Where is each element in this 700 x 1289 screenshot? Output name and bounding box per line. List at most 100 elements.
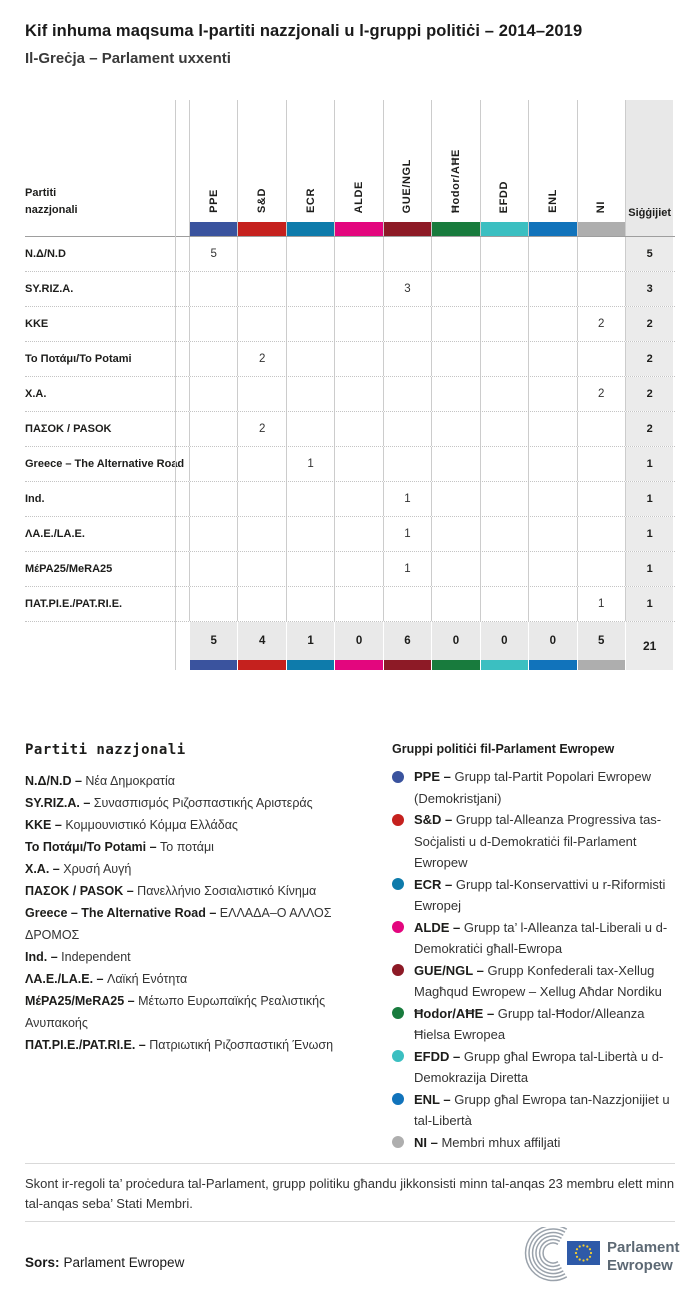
party-legend-item: Το Ποτάμι/To Potami – Το ποτάμι	[25, 836, 365, 858]
table-row: SY.RIZ.A. 3 3	[25, 272, 675, 307]
group-desc-text: Membri mhux affiljati	[441, 1134, 561, 1150]
seat-count-cell	[285, 552, 334, 586]
party-legend-item: Ν.Δ/N.D – Νέα Δημοκρατία	[25, 770, 365, 792]
seat-count-cell	[382, 237, 431, 271]
seat-count-cell	[431, 412, 479, 446]
seat-count-cell: 1	[285, 447, 334, 481]
group-header-cell: GUE/NGL	[382, 100, 432, 236]
party-full-name: Χρυσή Αυγή	[63, 862, 132, 876]
group-color-dot	[392, 1007, 404, 1019]
seat-count-cell	[576, 447, 625, 481]
seat-count-cell	[285, 307, 334, 341]
seat-count-cell	[189, 307, 237, 341]
party-name-cell: ΛΑ.Ε./LA.E.	[25, 528, 85, 540]
group-desc-text: Grupp għal Ewropa tal-Libertà u d-Demokr…	[414, 1048, 664, 1086]
seat-count-cell: 1	[576, 587, 625, 621]
row-total-cell: 1	[624, 517, 674, 551]
seat-count-cell	[431, 517, 479, 551]
table-row: Greece – The Alternative Road 1 1	[25, 447, 675, 482]
group-code: ALDE –	[414, 919, 461, 935]
seat-count-cell	[285, 237, 334, 271]
party-name-cell: ΜέΡΑ25/MeRA25	[25, 563, 113, 575]
group-header-cell: S&D	[237, 100, 286, 236]
group-total-value: 4	[238, 622, 286, 660]
seat-count-cell	[189, 342, 237, 376]
group-color-bar	[577, 660, 625, 670]
seat-count-cell	[285, 482, 334, 516]
seat-count-cell	[285, 587, 334, 621]
table-row: ΛΑ.Ε./LA.E. 1 1	[25, 517, 675, 552]
seat-count-cell	[479, 412, 528, 446]
seat-count-cell: 1	[382, 552, 431, 586]
group-legend-item: EFDD – Grupp għal Ewropa tal-Libertà u d…	[392, 1046, 680, 1089]
party-abbr: Το Ποτάμι/To Potami –	[25, 840, 157, 854]
group-header-cell: PPE	[189, 100, 238, 236]
group-code: ECR –	[414, 876, 453, 892]
party-full-name: Κομμουνιστικό Κόμμα Ελλάδας	[65, 818, 238, 832]
group-color-bar	[335, 660, 383, 670]
european-parliament-logo: Parlament Ewropew	[523, 1224, 683, 1283]
seat-count-cell	[528, 377, 576, 411]
row-total-cell: 1	[624, 587, 674, 621]
groups-legend-heading: Gruppi politiċi fil-Parlament Ewropew	[392, 742, 615, 756]
group-total-cell: 0	[431, 622, 480, 670]
group-legend-item: ECR – Grupp tal-Konservattivi u r-Riform…	[392, 874, 680, 917]
group-code: S&D –	[414, 812, 453, 827]
group-color-bar	[383, 222, 432, 236]
logo-text-line1: Parlament	[607, 1239, 680, 1256]
table-body: Ν.Δ/N.D 5 5 SY.RIZ.A. 3 3 ΚΚΕ 2 2 Το Ποτάμι/To Po…	[25, 237, 675, 622]
party-name-cell: SY.RIZ.A.	[25, 283, 74, 295]
seat-count-cell	[576, 412, 625, 446]
political-groups-legend: Gruppi politiċi fil-Parlament Ewropew PP…	[392, 742, 680, 1153]
group-code-label: Ħodor/AĦE	[449, 148, 462, 213]
seat-count-cell: 2	[576, 307, 625, 341]
group-code-label: ENL	[546, 189, 559, 213]
group-total-value: 6	[383, 622, 432, 660]
seat-count-cell	[334, 517, 382, 551]
seat-count-cell	[431, 272, 479, 306]
group-total-value: 5	[190, 622, 238, 660]
group-desc-text: Grupp tal-Konservattivi u r-Riformisti E…	[414, 876, 666, 914]
party-name-cell: Greece – The Alternative Road	[25, 458, 185, 470]
group-code: PPE –	[414, 769, 451, 784]
seat-count-cell	[237, 587, 285, 621]
table-row: Ν.Δ/N.D 5 5	[25, 237, 675, 272]
party-name-cell: Ind.	[25, 493, 45, 505]
party-legend-item: Ind. – Independent	[25, 946, 365, 968]
party-abbr: ΛΑ.Ε./LA.E. –	[25, 972, 104, 986]
group-desc-text: Grupp tal-Alleanza Progressiva tas-Soċja…	[414, 812, 662, 870]
seat-count-cell	[189, 377, 237, 411]
seat-count-cell	[479, 552, 528, 586]
groups-legend-items: PPE – Grupp tal-Partit Popolari Ewropew …	[392, 766, 680, 1153]
group-color-bar	[383, 660, 432, 670]
group-code-label: S&D	[256, 187, 269, 213]
seat-count-cell	[334, 237, 382, 271]
group-desc-text: Grupp ta’ l-Alleanza tal-Liberali u d-De…	[414, 919, 668, 957]
seat-count-cell	[431, 237, 479, 271]
group-code-label: GUE/NGL	[401, 158, 414, 213]
seat-count-cell	[479, 447, 528, 481]
seat-count-cell	[479, 482, 528, 516]
row-total-cell: 1	[624, 482, 674, 516]
group-color-bar	[238, 222, 286, 236]
party-abbr: ΠΑΣΟΚ / PASOK –	[25, 884, 134, 898]
party-legend-item: ΛΑ.Ε./LA.E. – Λαϊκή Ενότητα	[25, 968, 365, 990]
seat-count-cell	[189, 587, 237, 621]
group-header-cell: NI	[576, 100, 625, 236]
seat-count-cell	[285, 377, 334, 411]
seat-count-cell	[382, 587, 431, 621]
label-column-divider	[175, 100, 176, 670]
group-code: EFDD –	[414, 1048, 461, 1064]
group-total-cell: 0	[479, 622, 529, 670]
group-total-value: 1	[286, 622, 335, 660]
seat-count-cell	[382, 377, 431, 411]
seat-count-cell: 3	[382, 272, 431, 306]
table-row: ΜέΡΑ25/MeRA25 1 1	[25, 552, 675, 587]
seat-count-cell	[334, 482, 382, 516]
party-full-name: Λαϊκή Ενότητα	[106, 972, 188, 986]
group-color-bar	[335, 222, 383, 236]
seat-count-cell	[576, 237, 625, 271]
seat-count-cell: 5	[189, 237, 237, 271]
group-description: GUE/NGL – Grupp Konfederali tax-Xellug M…	[414, 960, 680, 1003]
